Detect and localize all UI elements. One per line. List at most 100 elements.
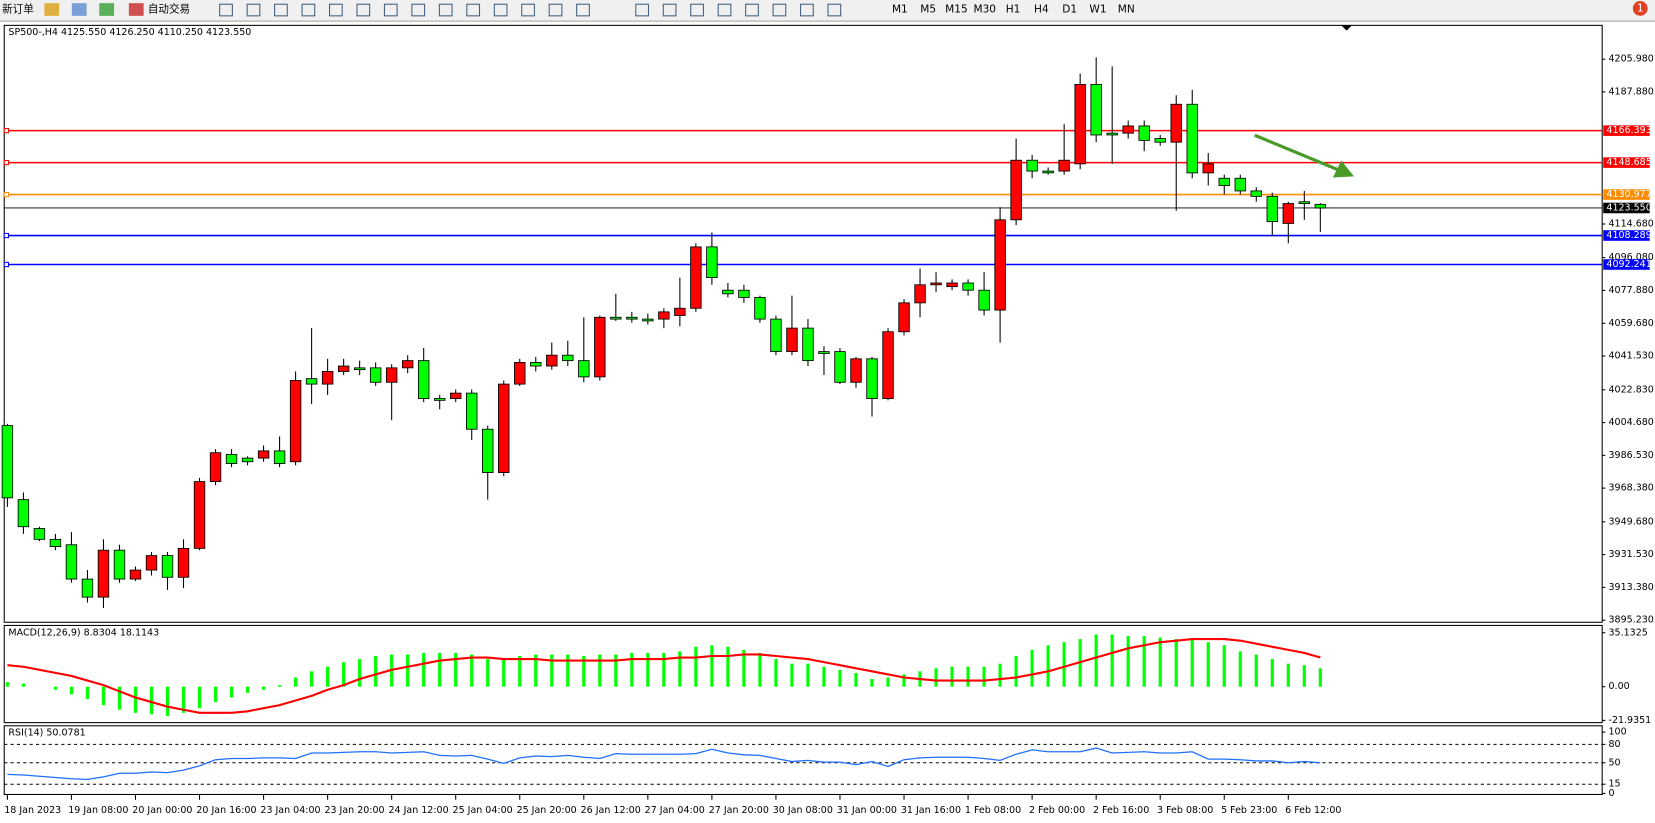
timeframe[interactable]: D1 [1062, 4, 1077, 16]
candle-body [866, 358, 878, 399]
tool-icon[interactable] [301, 3, 316, 17]
candle-body [97, 549, 110, 598]
macd-bar [1158, 637, 1162, 687]
tool-icon[interactable] [717, 3, 732, 17]
candle-body [594, 316, 606, 378]
y-tick-label: 0 [1609, 788, 1615, 799]
tool-icon[interactable] [411, 3, 426, 17]
macd-bar [534, 654, 538, 687]
macd-bar [165, 686, 170, 716]
candle-body [433, 398, 446, 401]
macd-bar [886, 677, 890, 687]
macd-bar [1206, 642, 1210, 687]
level-label: 4148.685 [1606, 157, 1651, 168]
y-tick-label: 4022.830 [1609, 384, 1654, 395]
macd-bar [662, 652, 666, 687]
macd-bar [726, 646, 730, 687]
candle-body [914, 284, 926, 304]
candle-body [658, 311, 670, 320]
x-tick-label: 20 Jan 00:00 [132, 805, 192, 816]
macd-bar [470, 654, 474, 687]
icon[interactable] [71, 3, 87, 16]
macd-bar [486, 659, 490, 687]
tool-icon[interactable] [356, 3, 371, 17]
x-tick-label: 31 Jan 16:00 [901, 805, 961, 816]
tool-icon[interactable] [772, 3, 787, 17]
macd-bar [181, 686, 186, 713]
candle-body [466, 392, 478, 430]
icon[interactable] [44, 3, 60, 16]
tool-icon[interactable] [438, 3, 453, 17]
tool-icon[interactable] [328, 3, 343, 17]
macd-bar [870, 679, 874, 687]
toolbar-group: 新订单 自动交易 M1 M5 M15 M30 H1 H4 D1 W1 MN 1 [2, 1, 1648, 17]
tool-icon[interactable] [219, 3, 233, 17]
x-tick-label: 25 Jan 20:00 [517, 805, 577, 816]
candle-body [738, 289, 750, 298]
auto-trade[interactable]: 自动交易 [148, 3, 190, 16]
badge[interactable] [1632, 1, 1648, 16]
candle-body [1042, 170, 1054, 174]
candle-body [289, 380, 302, 463]
tool-icon[interactable] [800, 3, 814, 17]
y-tick-label: 100 [1609, 727, 1627, 738]
tool-icon[interactable] [827, 3, 842, 17]
tool-icon[interactable] [383, 3, 398, 17]
tool-icon[interactable] [466, 3, 481, 17]
new-order[interactable]: 新订单 [2, 3, 34, 16]
tool-icon[interactable] [274, 3, 288, 17]
timeframe[interactable]: MN [1118, 4, 1135, 16]
icon[interactable] [99, 3, 115, 16]
macd-bar [197, 686, 202, 709]
candle-body [321, 371, 334, 385]
candle-body [417, 360, 430, 399]
candle-body [1122, 125, 1134, 134]
macd-bar [326, 666, 330, 687]
y-tick-label: 3968.380 [1609, 483, 1654, 494]
level-handle [3, 261, 9, 268]
timeframe[interactable]: H1 [1006, 4, 1021, 16]
macd-bar [630, 652, 634, 687]
y-tick-label: 3931.530 [1609, 549, 1654, 560]
macd-bar [53, 686, 58, 690]
tool-icon[interactable] [576, 3, 590, 17]
candle-body [257, 450, 270, 459]
macd-bar [1062, 642, 1066, 687]
tool-icon[interactable] [745, 3, 759, 17]
macd-bar [5, 682, 9, 687]
tool-icon[interactable] [662, 3, 677, 17]
y-tick-label: 15 [1609, 779, 1621, 790]
tool-icon[interactable] [690, 3, 704, 17]
arrow [1254, 133, 1342, 173]
timeframe[interactable]: H4 [1034, 4, 1049, 16]
macd-bar [1014, 655, 1018, 687]
candle-body [578, 360, 590, 378]
tool-icon[interactable] [246, 3, 261, 17]
candle-body [674, 307, 686, 316]
candle-body [1282, 203, 1295, 224]
candle-body [1170, 103, 1182, 143]
candle-body [1266, 195, 1278, 223]
candle-body [369, 367, 382, 383]
timeframe[interactable]: M15 [945, 4, 968, 16]
timeframe[interactable]: M1 [892, 4, 908, 16]
candle-body [353, 367, 366, 371]
candle-body [1138, 125, 1150, 141]
macd-bar [838, 669, 842, 687]
timeframe[interactable]: W1 [1089, 4, 1106, 16]
tool-icon[interactable] [493, 3, 508, 17]
icons: M1 M5 M15 M30 H1 H4 D1 W1 MN [219, 3, 1135, 17]
y-tick-label: 3895.230 [1609, 615, 1654, 626]
level-box [1603, 230, 1650, 241]
tool-icon[interactable] [635, 3, 650, 17]
tool-icon[interactable] [548, 3, 563, 17]
icon[interactable] [128, 3, 144, 16]
y-tick-label: 4077.880 [1609, 285, 1654, 296]
macd-bar [566, 654, 570, 687]
candle-body [978, 289, 990, 311]
macd-bar [342, 662, 346, 687]
tool-icon[interactable] [521, 3, 535, 17]
timeframe[interactable]: M30 [973, 4, 996, 16]
timeframe[interactable]: M5 [920, 4, 936, 16]
